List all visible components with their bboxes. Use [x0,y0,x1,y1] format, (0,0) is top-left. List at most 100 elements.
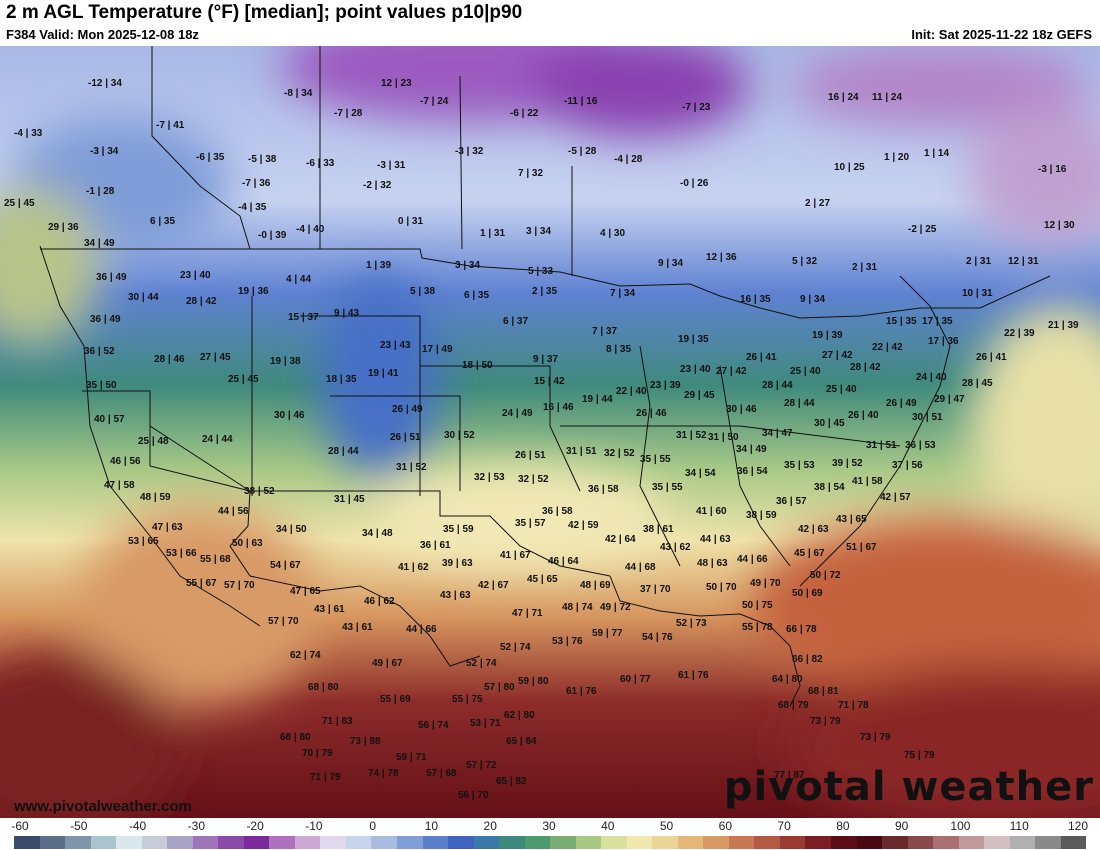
colorbar-tick: -30 [187,819,205,833]
point-value: 44 | 66 [737,554,768,565]
point-value: 36 | 57 [776,496,807,507]
point-value: 51 | 67 [846,542,877,553]
point-value: 1 | 39 [366,260,392,271]
point-value: 31 | 45 [334,494,365,505]
map-field [0,46,1100,818]
point-value: 28 | 42 [186,296,217,307]
point-value: 55 | 67 [186,578,217,589]
colorbar-swatch [116,836,142,849]
point-value: 34 | 54 [685,468,716,479]
point-value: 44 | 68 [625,562,656,573]
point-value: 35 | 55 [640,454,671,465]
point-value: 7 | 32 [518,168,544,179]
point-value: 68 | 80 [280,732,311,743]
point-value: 30 | 44 [128,292,159,303]
point-value: 50 | 70 [706,582,737,593]
point-value: 37 | 70 [640,584,671,595]
colorbar-tick: -10 [305,819,323,833]
point-value: 36 | 52 [84,346,115,357]
point-value: 52 | 73 [676,618,707,629]
colorbar-swatch [192,836,219,849]
point-value: 38 | 61 [643,524,674,535]
colorbar-swatch [167,836,193,849]
point-value: 23 | 39 [650,380,681,391]
point-value: 48 | 59 [140,492,171,503]
point-value: 42 | 67 [478,580,509,591]
point-value: 46 | 64 [548,556,579,567]
colorbar-tick: 50 [659,819,674,833]
colorbar-swatch [575,836,602,849]
point-value: 35 | 57 [515,518,546,529]
point-value: -1 | 28 [86,186,115,197]
point-value: 15 | 35 [886,316,917,327]
point-value: 43 | 65 [836,514,867,525]
point-value: -5 | 38 [248,154,277,165]
point-value: 31 | 51 [566,446,597,457]
point-value: 30 | 51 [912,412,943,423]
point-value: 16 | 46 [543,402,574,413]
colorbar-tick: 20 [483,819,497,833]
point-value: 37 | 56 [892,460,923,471]
point-value: 16 | 35 [740,294,771,305]
point-value: 28 | 44 [784,398,815,409]
point-value: 73 | 88 [350,736,381,747]
point-value: 62 | 74 [290,650,321,661]
colorbar-tick: 10 [424,819,439,833]
point-value: 2 | 27 [805,198,831,209]
point-value: 27 | 45 [200,352,231,363]
colorbar-swatch [550,836,576,849]
colorbar-tick: 90 [894,819,909,833]
point-value: 31 | 51 [866,440,897,451]
colorbar-swatch [422,836,449,849]
point-value: 32 | 52 [518,474,549,485]
point-value: -4 | 28 [614,154,643,165]
point-value: 29 | 36 [48,222,79,233]
colorbar-swatch [14,836,40,849]
point-value: 8 | 35 [606,344,632,355]
point-value: 35 | 59 [443,524,474,535]
point-value: 55 | 68 [200,554,231,565]
point-value: 48 | 63 [697,558,728,569]
point-value: 1 | 14 [924,148,950,159]
point-value: 9 | 34 [658,258,684,269]
point-value: 34 | 49 [736,444,767,455]
point-value: 59 | 71 [396,752,427,763]
point-value: 30 | 46 [726,404,757,415]
temperature-map[interactable]: -12 | 34 -8 | 34 12 | 23 -7 | 24 -7 | 28 -6 |… [0,46,1100,818]
colorbar-swatch [907,836,934,849]
point-value: 36 | 49 [90,314,121,325]
colorbar-swatch [499,836,525,849]
point-value: 12 | 30 [1044,220,1075,231]
point-value: -7 | 23 [682,102,711,113]
point-value: -7 | 36 [242,178,271,189]
point-value: 47 | 58 [104,480,135,491]
point-value: 17 | 49 [422,344,453,355]
point-value: 56 | 74 [418,720,449,731]
point-value: 40 | 57 [94,414,125,425]
point-value: 3 | 34 [526,226,552,237]
point-value: 57 | 80 [484,682,515,693]
point-value: 42 | 57 [880,492,911,503]
point-value: 5 | 38 [410,286,436,297]
point-value: 36 | 58 [588,484,619,495]
point-value: 7 | 34 [610,288,636,299]
colorbar-swatch [524,836,551,849]
point-value: 22 | 39 [1004,328,1035,339]
point-value: -6 | 22 [510,108,539,119]
point-value: 2 | 35 [532,286,558,297]
colorbar-tick: 30 [542,819,556,833]
point-value: 59 | 77 [592,628,623,639]
point-value: 43 | 63 [440,590,471,601]
colorbar-swatch [1060,836,1087,849]
point-value: 23 | 40 [180,270,211,281]
point-value: 52 | 74 [500,642,531,653]
point-value: 26 | 49 [886,398,917,409]
point-value: 77 | 87 [774,770,805,781]
point-value: 18 | 50 [462,360,493,371]
point-value: 31 | 50 [708,432,739,443]
site-url[interactable]: www.pivotalweather.com [14,798,192,815]
point-value: 25 | 40 [826,384,857,395]
point-value: 22 | 42 [872,342,903,353]
point-value: 26 | 51 [390,432,421,443]
point-value: 32 | 52 [604,448,635,459]
